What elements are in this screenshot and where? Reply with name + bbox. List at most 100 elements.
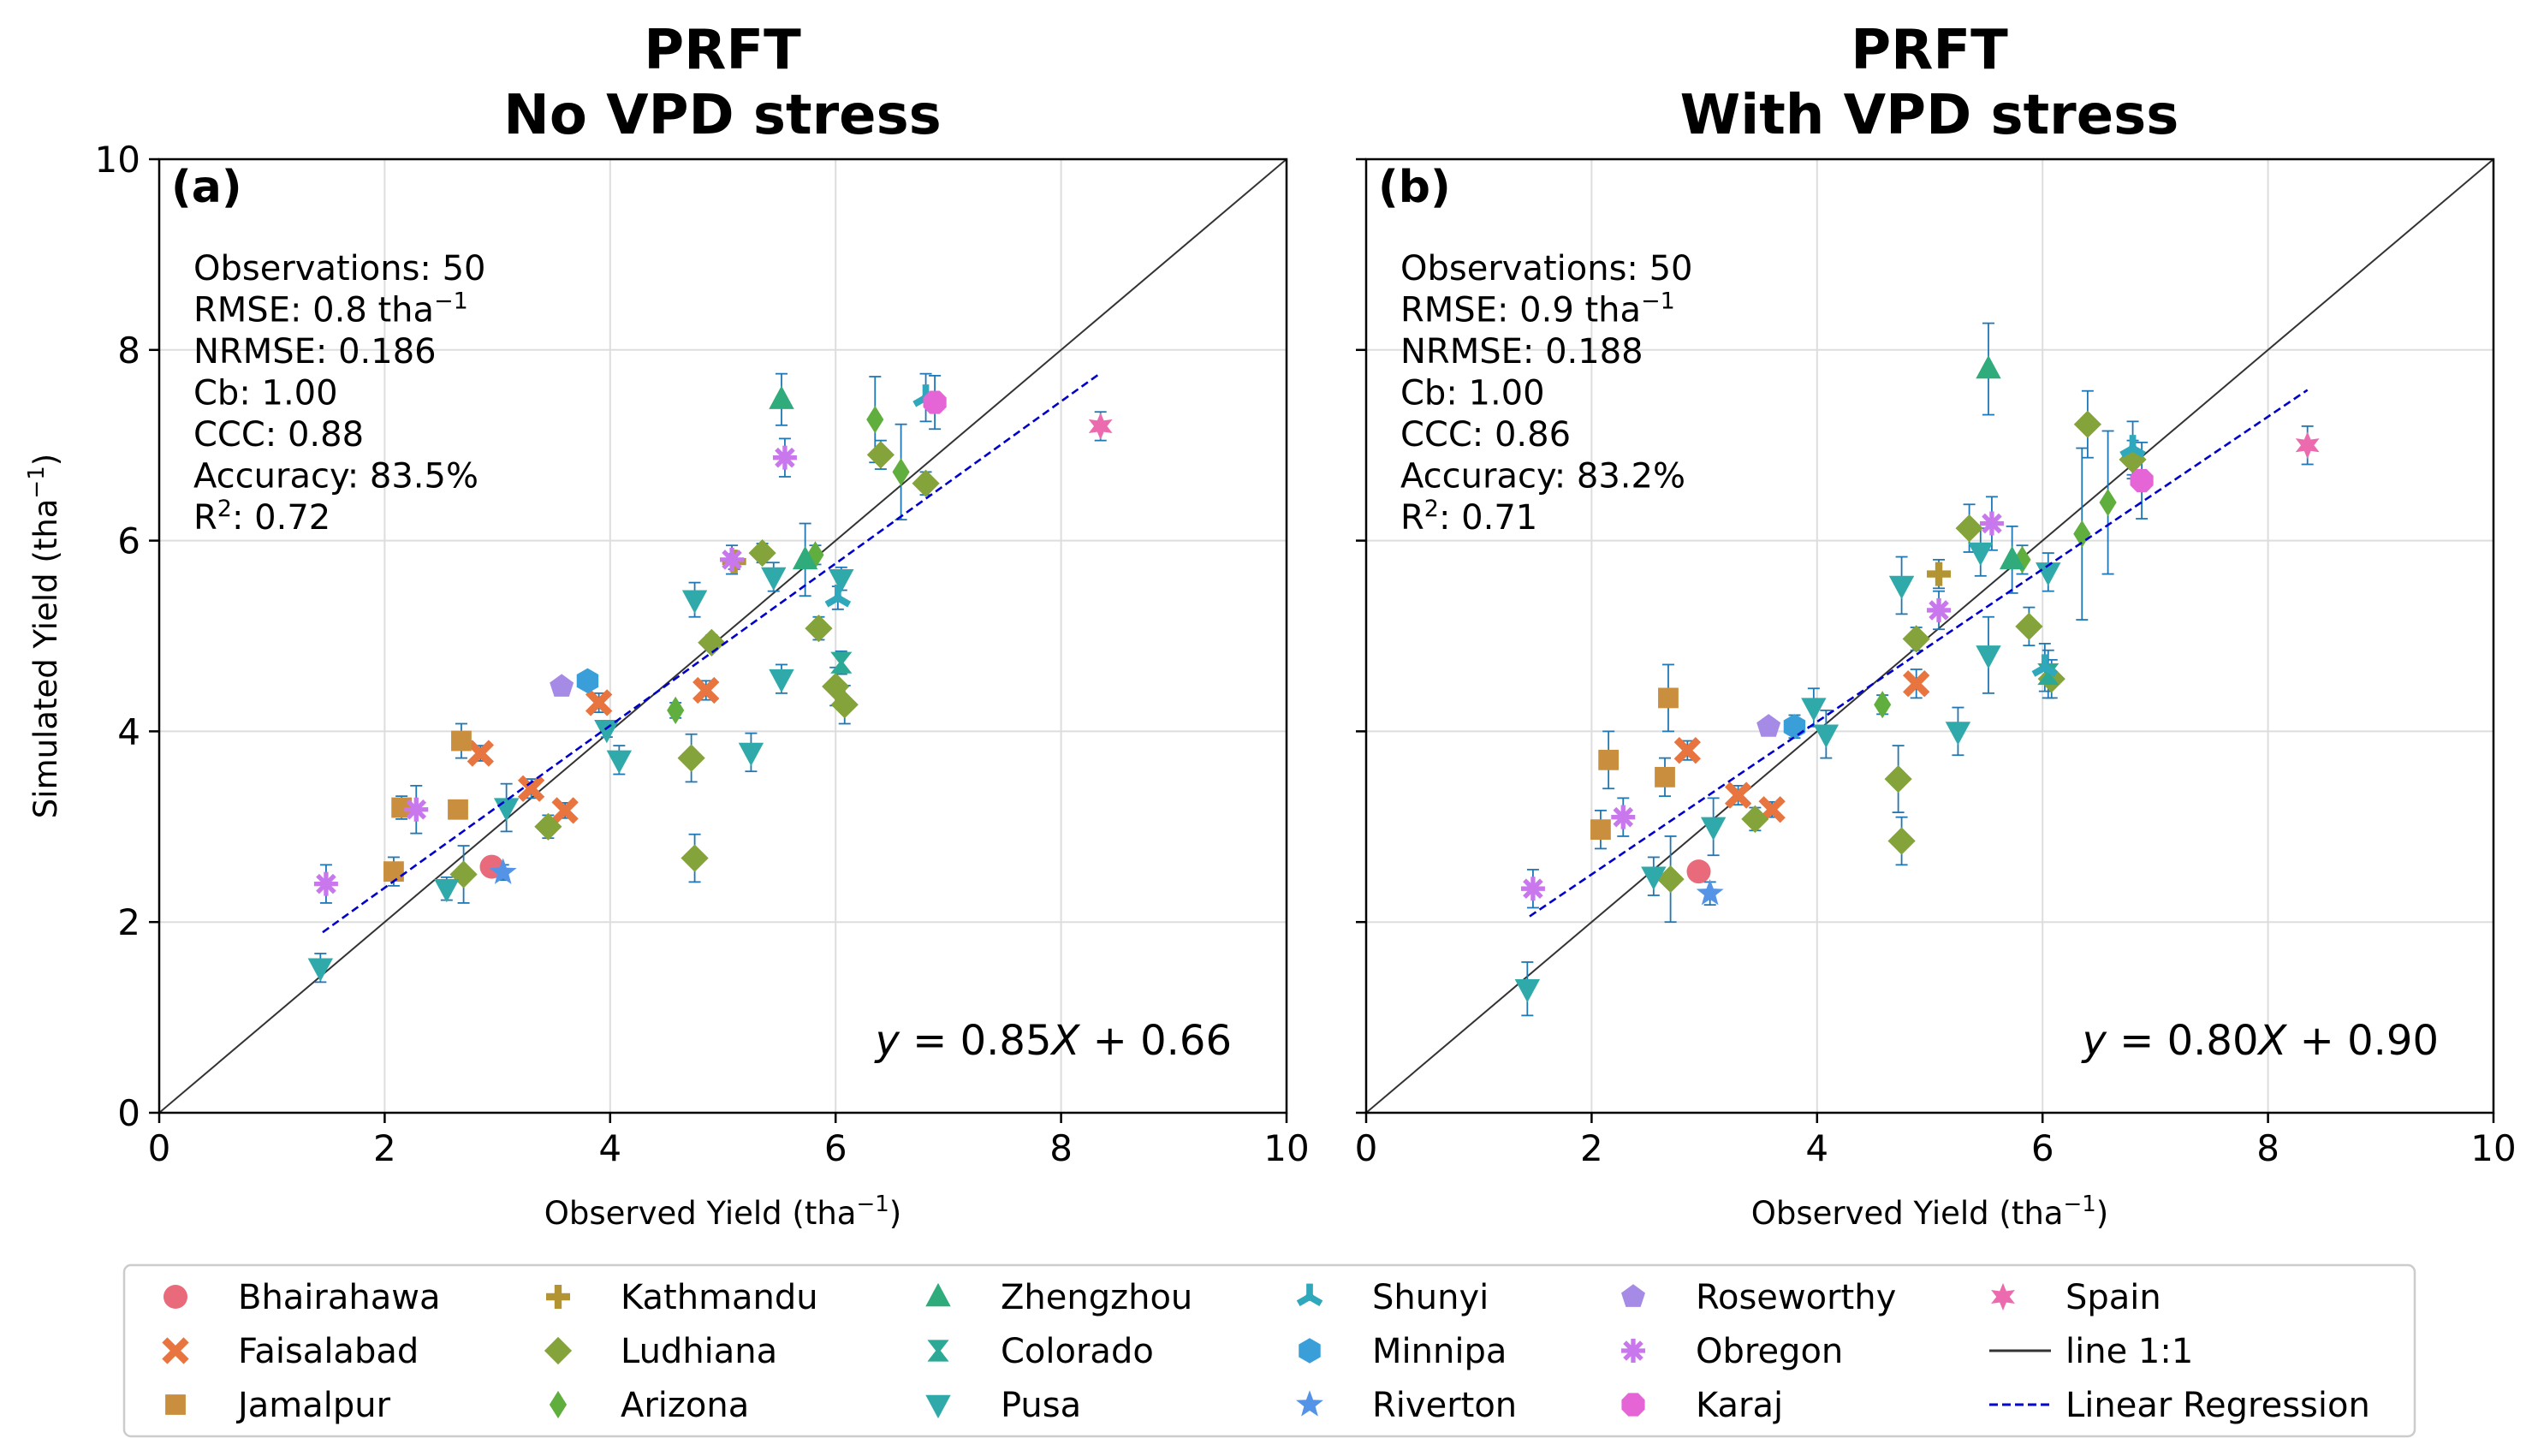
data-point-faisalabad bbox=[1673, 737, 1702, 764]
grid bbox=[159, 159, 1287, 1113]
legend-label: Arizona bbox=[621, 1386, 749, 1425]
legend-label: Roseworthy bbox=[1696, 1278, 1896, 1317]
data-point-arizona bbox=[2099, 488, 2117, 517]
legend-entry-linear-regression: Linear Regression bbox=[1989, 1386, 2370, 1425]
data-point-spain bbox=[2295, 431, 2320, 460]
legend-entry-minnipa: Minnipa bbox=[1299, 1332, 1507, 1371]
legend-marker bbox=[163, 1285, 187, 1309]
data-point-ludhiana bbox=[830, 691, 859, 719]
data-point-ludhiana bbox=[677, 744, 705, 772]
legend-label: Riverton bbox=[1372, 1386, 1517, 1425]
legend-label: Pusa bbox=[1001, 1386, 1081, 1425]
legend: Bhairahawa Faisalabad Jamalpur Kathmandu Lud… bbox=[122, 1263, 2416, 1438]
data-point-obregon bbox=[1520, 877, 1545, 901]
y-tick-label: 4 bbox=[117, 710, 140, 752]
regression-equation: y = 0.80X + 0.90 bbox=[2080, 1017, 2439, 1065]
legend-marker bbox=[546, 1285, 570, 1309]
regression-equation: y = 0.85X + 0.66 bbox=[873, 1017, 1232, 1065]
legend-entry-roseworthy: Roseworthy bbox=[1621, 1278, 1896, 1317]
data-point-obregon bbox=[313, 871, 338, 896]
data-point-obregon bbox=[404, 797, 429, 822]
stat-cb: Cb: 1.00 bbox=[193, 374, 338, 413]
data-point-obregon bbox=[772, 445, 797, 470]
y-axis-label: Simulated Yield (tha−1) bbox=[24, 454, 64, 818]
stat-r2: R2: 0.72 bbox=[193, 496, 330, 538]
data-point-arizona bbox=[866, 406, 884, 434]
data-point-jamalpur bbox=[448, 799, 468, 820]
grid bbox=[1366, 159, 2493, 1113]
data-point-obregon bbox=[1611, 805, 1636, 829]
legend-label: Bhairahawa bbox=[238, 1278, 440, 1317]
data-point-pusa bbox=[606, 750, 633, 774]
legend-entry-kathmandu: Kathmandu bbox=[546, 1278, 818, 1317]
legend-entry-spain: Spain bbox=[1991, 1278, 2161, 1317]
data-point-minnipa bbox=[1783, 714, 1806, 740]
data-point-pusa bbox=[1888, 575, 1915, 600]
data-point-roseworthy bbox=[550, 674, 574, 697]
x-axis-label: Observed Yield (tha−1) bbox=[544, 1192, 901, 1232]
data-point-zhengzhou bbox=[1976, 354, 2001, 379]
stat-accuracy: Accuracy: 83.5% bbox=[193, 457, 478, 496]
data-point-pusa bbox=[1801, 698, 1827, 722]
data-point-pusa bbox=[681, 590, 708, 614]
regression-line bbox=[1529, 389, 2309, 918]
data-point-pusa bbox=[2036, 562, 2061, 586]
x-tick-label: 10 bbox=[1263, 1127, 1309, 1169]
data-point-faisalabad bbox=[1724, 781, 1752, 809]
x-tick-label: 6 bbox=[824, 1127, 847, 1169]
data-point-ludhiana bbox=[1656, 865, 1685, 894]
data-point-obregon bbox=[1979, 511, 2004, 536]
data-point-riverton bbox=[489, 858, 517, 884]
legend-label: Faisalabad bbox=[238, 1332, 419, 1371]
data-point-zhengzhou bbox=[769, 385, 794, 409]
legend-marker bbox=[925, 1394, 951, 1419]
data-point-arizona bbox=[2073, 520, 2091, 548]
legend-entry-jamalpur: Jamalpur bbox=[165, 1386, 391, 1425]
legend-label: Minnipa bbox=[1372, 1332, 1507, 1371]
stat-accuracy: Accuracy: 83.2% bbox=[1400, 457, 1685, 496]
x-tick-label: 8 bbox=[1049, 1127, 1073, 1169]
x-tick-label: 4 bbox=[598, 1127, 621, 1169]
data-point-obregon bbox=[1927, 597, 1952, 622]
legend-marker bbox=[162, 1337, 189, 1364]
data-point-pusa bbox=[434, 879, 460, 903]
x-tick-label: 8 bbox=[2256, 1127, 2279, 1169]
data-point-pusa bbox=[1968, 542, 1994, 567]
chart-title-line2: No VPD stress bbox=[503, 84, 942, 147]
legend-label: Ludhiana bbox=[621, 1332, 777, 1371]
y-tick-label: 2 bbox=[117, 901, 140, 943]
data-point-bhairahawa bbox=[1686, 859, 1711, 884]
stat-r2: R2: 0.71 bbox=[1400, 496, 1537, 538]
legend-label: Spain bbox=[2065, 1278, 2161, 1317]
data-point-shunyi bbox=[2119, 435, 2146, 458]
y-tick-label: 8 bbox=[117, 330, 140, 371]
legend-label: Linear Regression bbox=[2065, 1386, 2370, 1425]
data-point-colorado bbox=[830, 651, 853, 674]
legend-marker bbox=[1621, 1284, 1645, 1307]
data-point-shunyi bbox=[2031, 654, 2059, 677]
data-point-ludhiana bbox=[1741, 805, 1769, 833]
regression-line bbox=[322, 371, 1102, 934]
data-point-ludhiana bbox=[912, 469, 940, 497]
data-point-faisalabad bbox=[467, 740, 495, 767]
legend-entry-bhairahawa: Bhairahawa bbox=[163, 1278, 440, 1317]
data-point-pusa bbox=[594, 719, 620, 744]
data-point-pusa bbox=[307, 958, 334, 982]
y-tick-label: 10 bbox=[95, 139, 140, 181]
data-point-arizona bbox=[2013, 545, 2031, 573]
y-tick-label: 6 bbox=[117, 520, 140, 562]
legend-label: line 1:1 bbox=[2065, 1332, 2193, 1371]
legend-entry-ludhiana: Ludhiana bbox=[544, 1332, 777, 1371]
axes-frame bbox=[1364, 157, 2495, 1114]
legend-label: Kathmandu bbox=[621, 1278, 818, 1317]
data-point-jamalpur bbox=[383, 861, 404, 883]
data-point-shunyi bbox=[824, 585, 852, 608]
data-point-pusa bbox=[738, 742, 764, 767]
data-point-arizona bbox=[892, 458, 910, 486]
data-point-karaj bbox=[923, 390, 947, 414]
identity-line bbox=[159, 159, 1287, 1113]
data-point-ludhiana bbox=[1955, 514, 1983, 543]
stat-ccc: CCC: 0.88 bbox=[193, 415, 364, 455]
data-point-ludhiana bbox=[698, 628, 726, 657]
